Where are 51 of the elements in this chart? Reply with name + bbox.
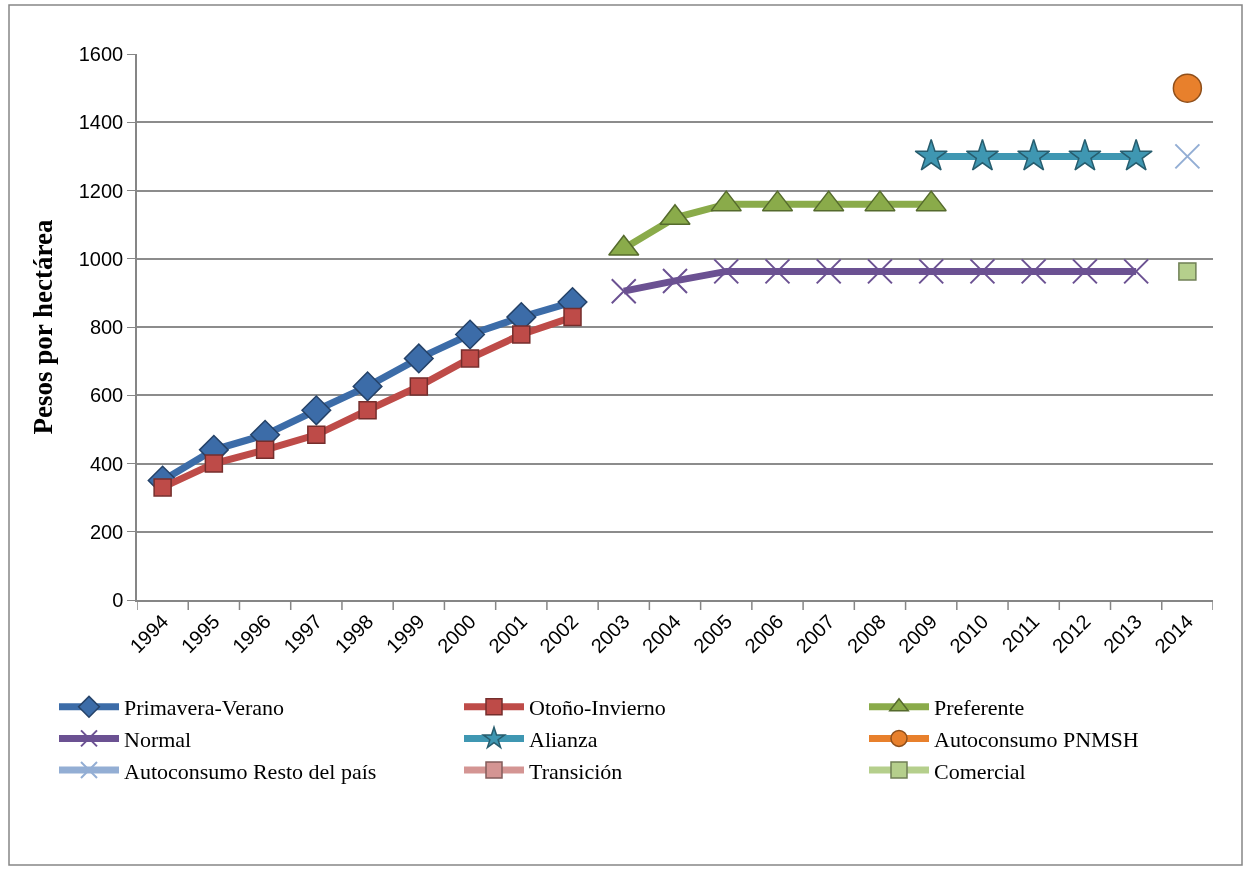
legend-label: Transición xyxy=(529,758,623,784)
point xyxy=(918,258,945,285)
point xyxy=(255,440,275,460)
point xyxy=(713,258,740,285)
point xyxy=(1174,143,1201,170)
point xyxy=(455,319,486,350)
y-tick-label: 1600 xyxy=(78,43,124,65)
point xyxy=(460,349,480,368)
point xyxy=(352,371,383,402)
point xyxy=(1172,73,1203,103)
legend-label: Primavera-Verano xyxy=(124,695,285,721)
point xyxy=(358,401,377,420)
point xyxy=(409,377,429,396)
y-tick-label: 1000 xyxy=(78,247,124,270)
point xyxy=(914,138,948,171)
y-tick-label: 0 xyxy=(112,589,124,611)
point xyxy=(1068,138,1102,171)
legend-label: Autoconsumo Resto del país xyxy=(124,758,377,784)
y-tick-label: 800 xyxy=(89,316,124,338)
point xyxy=(969,258,996,285)
y-axis-title: Pesos por hectárea xyxy=(28,219,59,435)
point xyxy=(662,267,688,294)
point xyxy=(1119,138,1153,171)
legend-label: Comercial xyxy=(934,758,1026,784)
y-tick-label: 600 xyxy=(89,384,124,407)
point xyxy=(301,395,332,426)
point xyxy=(610,278,637,305)
point xyxy=(1178,262,1197,281)
point xyxy=(965,138,1000,171)
y-tick-label: 1200 xyxy=(78,179,124,202)
point xyxy=(815,258,842,285)
y-tick-label: 1400 xyxy=(78,111,124,134)
point xyxy=(1020,258,1047,285)
legend-label: Alianza xyxy=(529,726,598,752)
point xyxy=(563,307,582,327)
point xyxy=(307,425,326,445)
point xyxy=(1016,138,1051,171)
legend-label: Otoño-Invierno xyxy=(529,695,666,721)
point xyxy=(1071,258,1098,285)
legend-label: Autoconsumo PNMSH xyxy=(934,726,1139,752)
point xyxy=(403,343,434,374)
legend-label: Preferente xyxy=(934,695,1025,721)
legend-label: Normal xyxy=(124,726,192,752)
point xyxy=(866,258,893,285)
point xyxy=(204,454,224,473)
point xyxy=(1123,258,1150,285)
point xyxy=(764,258,791,285)
y-tick-label: 200 xyxy=(89,520,124,543)
point xyxy=(512,325,531,344)
point xyxy=(153,478,172,497)
y-tick-label: 400 xyxy=(89,452,124,475)
